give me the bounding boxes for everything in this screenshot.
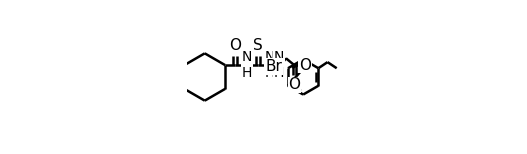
- Text: O: O: [288, 77, 300, 92]
- Text: N
H: N H: [274, 50, 284, 80]
- Text: S: S: [253, 38, 263, 53]
- Text: O: O: [299, 58, 311, 73]
- Text: N
H: N H: [265, 50, 275, 80]
- Text: N
H: N H: [242, 50, 252, 80]
- Text: Br: Br: [266, 59, 282, 74]
- Text: O: O: [229, 38, 241, 53]
